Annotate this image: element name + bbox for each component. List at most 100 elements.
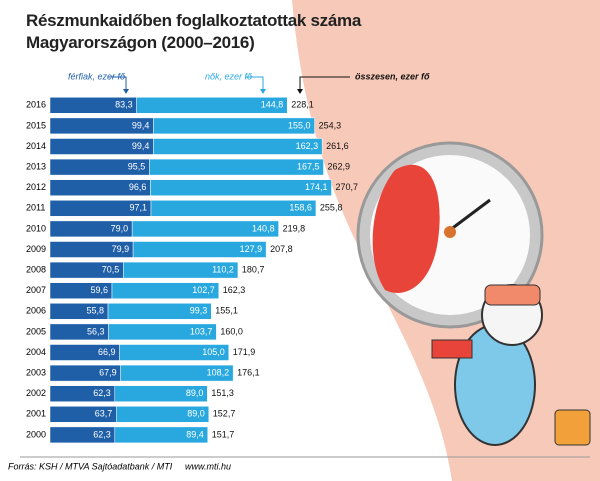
paint-roller [431,339,473,359]
total-label: 219,8 [283,223,306,233]
total-label: 151,3 [211,388,234,398]
value-label: 127,9 [240,244,263,254]
bar-segment [132,241,267,258]
value-label: 62,3 [93,388,111,398]
painter-cap [484,284,541,306]
value-label: 99,3 [190,306,208,316]
total-label: 152,7 [213,409,236,419]
value-label: 67,9 [99,367,117,377]
legend-label: férfiak, ezer fő [68,71,126,81]
y-tick-label: 2012 [26,182,46,192]
y-tick-label: 2004 [26,347,46,357]
value-label: 63,7 [95,409,113,419]
source: Forrás: KSH / MTVA Sajtóadatbank / MTI [8,461,173,471]
y-tick-label: 2011 [26,203,45,213]
y-tick-label: 2007 [26,285,46,295]
total-label: 261,6 [326,141,349,151]
y-tick-label: 2009 [26,244,46,254]
bar-segment [149,158,324,176]
value-label: 66,9 [98,347,116,357]
paint-mark [372,164,440,293]
bar-segment [153,138,323,155]
value-label: 108,2 [207,367,230,377]
total-label: 160,0 [220,326,243,336]
y-tick-label: 2008 [26,264,46,274]
value-label: 174,1 [305,182,328,192]
value-label: 99,4 [132,120,150,130]
total-label: 228,1 [291,100,314,110]
y-tick-label: 2010 [26,223,46,233]
total-label: 180,7 [242,264,265,274]
y-tick-label: 2006 [26,306,46,316]
bar-segment [114,385,208,402]
legend-arrow [245,76,264,92]
bar-segment [136,97,288,114]
value-label: 103,7 [190,326,213,336]
total-label: 207,8 [270,244,293,254]
value-label: 102,7 [192,285,215,295]
y-tick-label: 2013 [26,161,46,171]
y-tick-label: 2014 [26,141,46,151]
total-label: 176,1 [237,367,260,377]
total-label: 162,3 [223,285,246,295]
legend-label: összesen, ezer fő [355,71,430,81]
value-label: 59,6 [90,285,108,295]
value-label: 158,6 [289,203,312,213]
value-label: 79,0 [111,223,129,233]
total-label: 151,7 [212,429,235,439]
bar-segment [114,426,209,444]
total-label: 171,9 [233,347,256,357]
value-label: 62,3 [93,429,111,439]
legend-arrow [299,76,350,92]
website: www.mti.hu [185,461,231,471]
clock-center [444,226,456,238]
value-label: 83,3 [115,100,133,110]
value-label: 89,0 [186,388,204,398]
value-label: 56,3 [87,326,105,336]
bar-segment [107,303,212,320]
y-tick-label: 2001 [26,409,46,419]
bar-segment [150,179,332,196]
total-label: 270,7 [336,182,359,192]
value-label: 144,8 [261,100,284,110]
total-label: 254,3 [319,120,342,130]
bar-segment [119,344,230,361]
value-label: 167,5 [297,161,320,171]
y-tick-label: 2005 [26,326,46,336]
value-label: 97,1 [129,203,147,213]
bar-segment [111,282,220,299]
value-label: 89,0 [187,409,205,419]
value-label: 140,8 [252,223,275,233]
value-label: 155,0 [288,120,311,130]
value-label: 89,4 [186,429,204,439]
bar-segment [150,200,317,217]
total-label: 262,9 [328,161,351,171]
bar-segment [123,261,239,279]
value-label: 55,8 [87,306,105,316]
value-label: 105,0 [202,347,225,357]
value-label: 95,5 [128,161,146,171]
bar-segment [120,364,234,382]
arrow-head [297,89,303,94]
y-tick-label: 2000 [26,429,46,439]
value-label: 99,4 [132,141,150,151]
chart-title: Részmunkaidőben foglalkoztatottak száma … [26,11,361,52]
value-label: 79,9 [112,244,130,254]
y-tick-label: 2015 [26,120,46,130]
value-label: 162,3 [296,141,319,151]
total-label: 155,1 [215,306,238,316]
arrow-head [260,89,266,94]
clock-hand [449,198,491,232]
bar-segment [131,220,279,238]
arrow-head [123,89,129,94]
paint-bucket [554,409,591,446]
y-tick-label: 2016 [26,100,46,110]
legend-arrow [108,76,127,92]
bar-segment [115,406,210,423]
value-label: 110,2 [212,264,234,274]
bar-segment [153,117,315,135]
y-tick-label: 2002 [26,388,46,398]
y-tick-label: 2003 [26,367,46,377]
